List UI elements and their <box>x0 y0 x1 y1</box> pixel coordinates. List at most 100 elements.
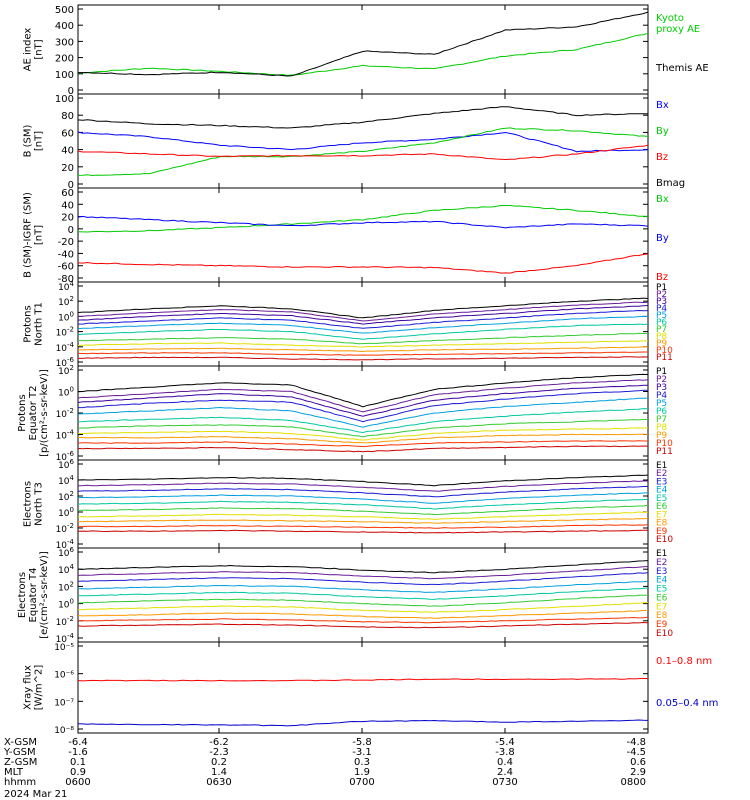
y-axis-label: [W/m^2] <box>34 665 45 711</box>
y-axis-label: [nT] <box>34 225 45 245</box>
y-axis-label: [e/(cm²-s-sr-keV)] <box>39 551 50 639</box>
y-tick-label: 0 <box>68 225 74 236</box>
axis-row-value: -3.8 <box>495 747 515 758</box>
y-tick-label: 10-2 <box>56 522 74 535</box>
series-line-P9 <box>78 433 649 444</box>
y-tick-label: -40 <box>58 249 74 260</box>
y-axis-label: Electrons <box>23 481 34 527</box>
y-axis-label: North T3 <box>34 482 45 526</box>
axis-row-value: 0630 <box>206 777 231 788</box>
series-line-E2 <box>77 566 649 580</box>
y-tick-label: 10-2 <box>56 407 74 420</box>
series-line-E3 <box>77 486 648 498</box>
legend-label: P6 <box>656 318 667 328</box>
legend-label: E4 <box>656 576 668 586</box>
legend-label: P4 <box>656 391 667 401</box>
legend-label: P7 <box>656 415 667 425</box>
y-tick-label: 100 <box>58 506 74 519</box>
legend-label: P4 <box>656 304 667 314</box>
legend-label: P8 <box>656 332 667 342</box>
y-tick-label: 500 <box>55 5 74 16</box>
series-line-E9 <box>78 524 649 529</box>
y-tick-label: 20 <box>61 163 74 174</box>
y-tick-label: 10-4 <box>56 429 75 442</box>
y-tick-label: 60 <box>61 188 74 199</box>
legend-label: Bx <box>656 100 669 111</box>
legend-label: E3 <box>656 477 667 487</box>
y-tick-label: 200 <box>55 54 74 65</box>
y-tick-label: 10-4 <box>56 538 75 551</box>
legend-label: P7 <box>656 325 667 335</box>
y-tick-label: 40 <box>61 200 74 211</box>
legend-label: E7 <box>656 510 667 520</box>
axis-row-value: -6.2 <box>209 737 229 748</box>
panel-frame <box>77 93 649 189</box>
y-tick-label: 102 <box>58 580 74 593</box>
y-tick-label: 300 <box>55 37 74 48</box>
legend-label: Bx <box>656 194 669 205</box>
axis-row-value: 0.9 <box>70 767 86 778</box>
series-line-E1 <box>77 474 649 487</box>
y-axis-label: Electrons <box>17 572 28 618</box>
series-line-P11 <box>77 356 649 361</box>
y-tick-label: 102 <box>58 364 74 377</box>
axis-row-label: MLT <box>4 767 24 778</box>
y-tick-label: 100 <box>58 598 74 611</box>
legend-label: P6 <box>656 407 667 417</box>
axis-row-value: 0.6 <box>630 757 646 768</box>
y-tick-label: 104 <box>58 280 74 293</box>
y-axis-label: [nT] <box>34 131 45 151</box>
series-line-E5 <box>77 498 649 510</box>
series-line-E10 <box>77 621 649 629</box>
panel-8: 10⁻⁵ 10⁻⁶ 10⁻⁷ 10⁻⁸ Xray flux [W/m^2] 0.1–0.8 … <box>23 641 718 736</box>
series-line-P3 <box>77 305 649 325</box>
series-line-P8 <box>77 340 648 348</box>
legend-label: E10 <box>656 629 673 639</box>
legend-label: P3 <box>656 383 667 393</box>
series-line-E7 <box>77 602 649 613</box>
series-line-P8 <box>77 427 649 441</box>
series-line-ThemisAE <box>78 11 649 77</box>
series-line-By <box>77 127 649 177</box>
y-tick-label: 10⁻⁶ <box>54 671 74 681</box>
series-line-P5 <box>77 397 649 428</box>
series-line-P1 <box>77 373 649 408</box>
legend-label: 0.05–0.4 nm <box>656 698 718 709</box>
time-axis-table: X-GSM -6.4 -6.2 -5.8 -5.4 -4.8 Y-GSM -1.6 -2.3 -3… <box>3 737 646 800</box>
series-line-Bz <box>77 253 649 274</box>
legend-label: E1 <box>656 549 667 559</box>
legend-label: E4 <box>656 486 668 496</box>
series-line-E4 <box>77 580 649 593</box>
y-tick-label: 400 <box>55 21 74 32</box>
series-line-E6 <box>77 504 649 516</box>
legend-label: By <box>656 126 669 137</box>
y-tick-label: 10⁻⁵ <box>54 643 74 653</box>
y-axis-label: Equator T4 <box>28 568 39 623</box>
axis-row-value: -5.4 <box>495 737 515 748</box>
series-line-E3 <box>77 572 649 586</box>
series-line-By <box>77 215 649 229</box>
axis-row-value: 1.4 <box>211 767 227 778</box>
series-line-00504nm <box>77 719 649 727</box>
axis-row-value: 0.1 <box>70 757 86 768</box>
y-tick-label: 0 <box>68 180 74 191</box>
y-tick-label: 106 <box>58 458 74 471</box>
axis-row-label: Y-GSM <box>3 747 36 758</box>
series-line-Bx <box>77 131 649 153</box>
y-axis-label: B (SM)-IGRF (SM) <box>23 192 34 278</box>
legend-label: E9 <box>656 527 668 537</box>
series-line-P10 <box>77 351 648 356</box>
y-tick-label: -80 <box>58 274 74 285</box>
y-tick-label: 60 <box>61 128 74 139</box>
legend-label: P11 <box>656 353 673 363</box>
y-tick-label: 40 <box>61 146 74 157</box>
legend-label: Bz <box>656 152 668 163</box>
series-line-KyotoproxyAE <box>77 32 649 76</box>
legend-label: P9 <box>656 339 667 349</box>
legend-label: Bmag <box>656 178 685 189</box>
legend-label: E1 <box>656 461 667 471</box>
legend-label: Bz <box>656 272 668 283</box>
panel-5: 102 100 10-2 10-4 10-6 Protons Equator T2 [p/(c… <box>17 364 673 463</box>
legend-label: E9 <box>656 620 668 630</box>
